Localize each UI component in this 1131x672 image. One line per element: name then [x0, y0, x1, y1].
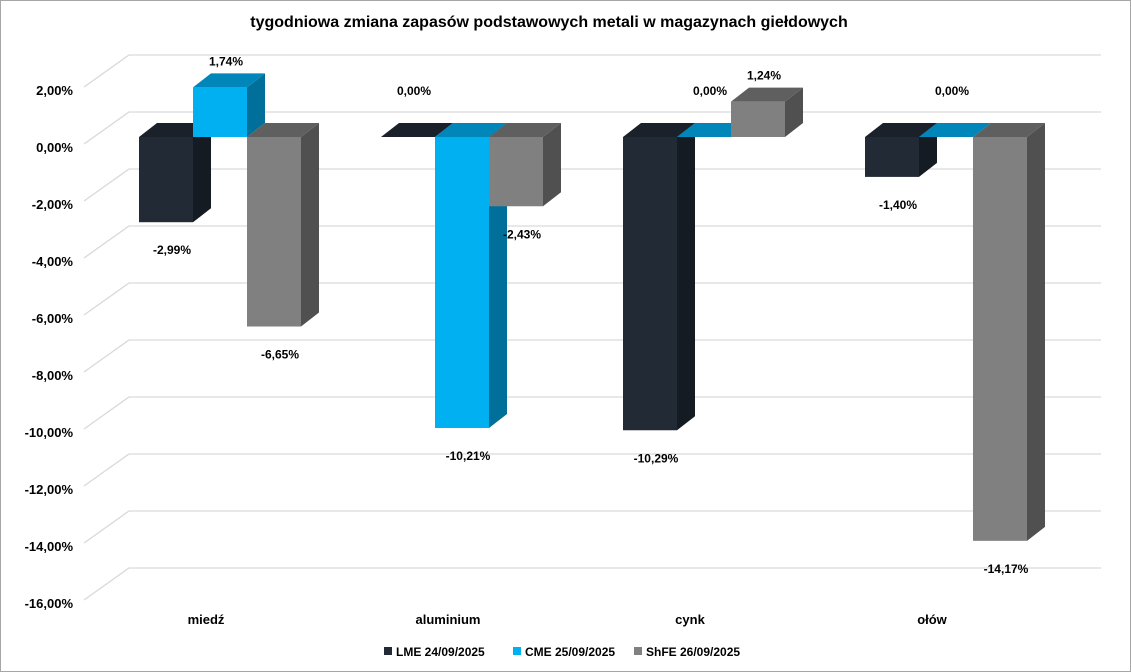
bar-front: [489, 137, 543, 207]
bar: [731, 87, 803, 137]
bar-top: [623, 123, 695, 137]
data-label: 0,00%: [935, 84, 969, 98]
legend-label: CME 25/09/2025: [525, 645, 615, 659]
y-tick-label: -4,00%: [32, 254, 74, 269]
legend-swatch: [513, 647, 521, 655]
bar-front: [973, 137, 1027, 541]
legend-label: ShFE 26/09/2025: [646, 645, 740, 659]
gridline: [83, 282, 1101, 316]
bar-front: [865, 137, 919, 177]
bar: [247, 123, 319, 327]
legend-label: LME 24/09/2025: [396, 645, 485, 659]
bar-side: [247, 73, 265, 137]
category-label: cynk: [675, 612, 705, 627]
bar-front: [435, 137, 489, 428]
y-tick-label: -12,00%: [25, 482, 74, 497]
bar-top: [919, 123, 991, 137]
legend-swatch: [634, 647, 642, 655]
bar-front: [139, 137, 193, 223]
bar: [973, 123, 1045, 541]
data-label: 0,00%: [693, 84, 727, 98]
bar-top: [193, 73, 265, 88]
data-label: 1,74%: [209, 54, 243, 68]
data-label: -1,40%: [879, 198, 917, 212]
y-tick-label: -16,00%: [25, 596, 74, 611]
data-label: -10,29%: [634, 451, 679, 465]
y-tick-label: -10,00%: [25, 425, 74, 440]
bar: [865, 123, 937, 177]
gridline: [83, 168, 1101, 202]
gridline: [83, 54, 1101, 88]
y-tick-label: 0,00%: [36, 140, 73, 155]
category-label: miedź: [188, 612, 225, 627]
category-label: aluminium: [415, 612, 480, 627]
bar: [193, 73, 265, 137]
y-tick-label: -14,00%: [25, 539, 74, 554]
y-tick-label: 2,00%: [36, 83, 73, 98]
y-tick-label: -2,00%: [32, 197, 74, 212]
bar-top: [973, 123, 1045, 137]
data-label: -6,65%: [261, 348, 299, 362]
bar-side: [785, 87, 803, 137]
bar-side: [677, 123, 695, 431]
legend-swatch: [384, 647, 392, 655]
data-label: -2,43%: [503, 227, 541, 241]
bar-front: [247, 137, 301, 327]
bar: [139, 123, 211, 223]
bar-top: [247, 123, 319, 137]
gridline: [83, 453, 1101, 487]
data-label: 0,00%: [397, 84, 431, 98]
bar-side: [193, 123, 211, 223]
bar-top: [731, 87, 803, 102]
bar-side: [1027, 123, 1045, 541]
bar: [489, 123, 561, 207]
bar-front: [623, 137, 677, 431]
gridline: [83, 225, 1101, 259]
category-label: ołów: [917, 612, 947, 627]
y-tick-label: -8,00%: [32, 368, 74, 383]
chart-title: tygodniowa zmiana zapasów podstawowych m…: [250, 14, 847, 31]
bar-side: [543, 123, 561, 207]
gridline: [83, 339, 1101, 373]
bar-top: [865, 123, 937, 137]
data-label: 1,24%: [747, 69, 781, 83]
bar: [919, 123, 991, 137]
y-tick-label: -6,00%: [32, 311, 74, 326]
data-label: -2,99%: [153, 243, 191, 257]
bar-top: [435, 123, 507, 137]
gridline: [83, 396, 1101, 430]
bar-top: [381, 123, 453, 137]
bar-front: [193, 87, 247, 137]
bar-side: [301, 123, 319, 327]
data-label: -10,21%: [446, 449, 491, 463]
gridline: [83, 567, 1101, 601]
bar-top: [489, 123, 561, 137]
gridline: [83, 510, 1101, 544]
bar-front: [731, 101, 785, 137]
data-label: -14,17%: [984, 562, 1029, 576]
bar: [381, 123, 453, 137]
bar: [623, 123, 695, 431]
